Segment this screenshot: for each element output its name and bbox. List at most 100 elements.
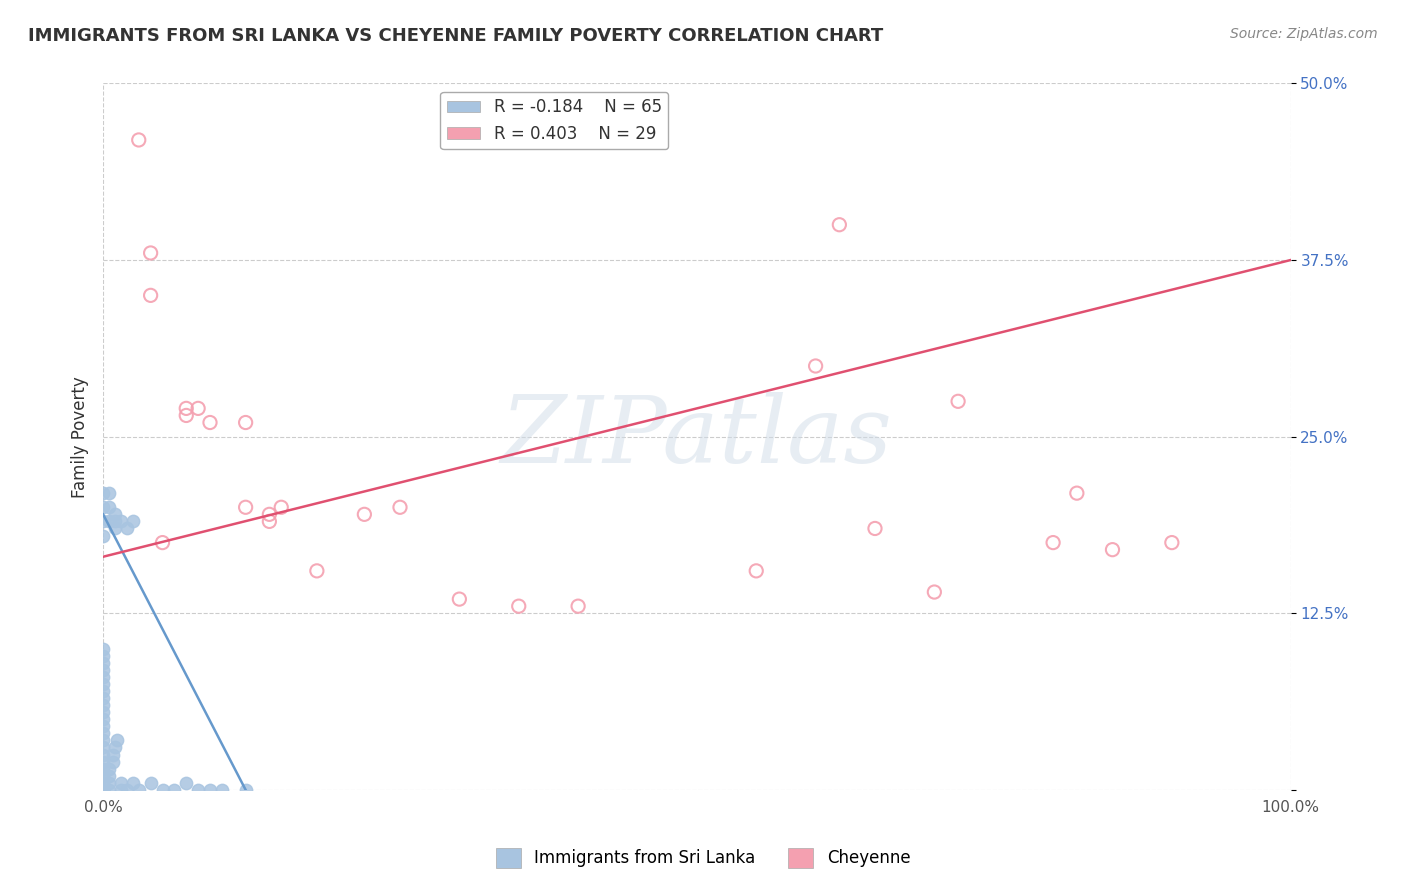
Point [128,782,150,797]
Point [305,564,328,578]
Point [91,782,114,797]
Point [924,585,946,599]
Point [110,776,132,790]
Point [121,776,143,790]
Point [211,782,233,797]
Point [187,782,209,797]
Point [105,733,128,747]
Point [174,401,197,416]
Point [91,782,114,797]
Point [110,515,132,529]
Point [198,782,221,797]
Point [745,564,768,578]
Point [163,782,186,797]
Point [91,677,114,691]
Point [98,776,121,790]
Text: ZIPatlas: ZIPatlas [501,392,893,482]
Point [91,712,114,726]
Point [804,359,827,373]
Point [139,246,162,260]
Legend: R = -0.184    N = 65, R = 0.403    N = 29: R = -0.184 N = 65, R = 0.403 N = 29 [440,92,668,150]
Point [91,726,114,740]
Point [91,500,114,515]
Legend: Immigrants from Sri Lanka, Cheyenne: Immigrants from Sri Lanka, Cheyenne [489,841,917,875]
Point [128,133,150,147]
Point [98,762,121,776]
Point [235,500,257,515]
Point [91,705,114,719]
Point [946,394,969,409]
Point [152,782,174,797]
Point [91,782,114,797]
Point [91,782,114,797]
Point [91,719,114,733]
Point [115,521,138,535]
Point [91,656,114,670]
Point [101,747,124,762]
Point [91,528,114,542]
Point [1066,486,1088,500]
Point [121,515,143,529]
Point [235,782,257,797]
Point [91,684,114,698]
Point [198,416,221,430]
Point [863,521,886,535]
Point [91,698,114,712]
Point [187,401,209,416]
Point [828,218,851,232]
Point [139,776,162,790]
Point [174,776,197,790]
Point [388,500,411,515]
Text: IMMIGRANTS FROM SRI LANKA VS CHEYENNE FAMILY POVERTY CORRELATION CHART: IMMIGRANTS FROM SRI LANKA VS CHEYENNE FA… [28,27,883,45]
Point [152,535,174,549]
Point [353,508,375,522]
Point [91,641,114,656]
Point [91,486,114,500]
Point [91,515,114,529]
Point [1101,542,1123,557]
Point [91,782,114,797]
Point [259,515,281,529]
Point [91,740,114,755]
Point [270,500,292,515]
Point [104,508,127,522]
Point [1042,535,1064,549]
Point [101,755,124,769]
Point [104,521,127,535]
Point [91,782,114,797]
Point [98,515,121,529]
Point [91,755,114,769]
Point [259,508,281,522]
Point [91,782,114,797]
Text: Source: ZipAtlas.com: Source: ZipAtlas.com [1230,27,1378,41]
Point [91,782,114,797]
Point [115,782,138,797]
Point [91,747,114,762]
Point [98,769,121,783]
Point [110,782,132,797]
Point [449,592,471,607]
Point [91,670,114,684]
Point [235,416,257,430]
Point [139,288,162,302]
Point [98,782,121,797]
Point [1160,535,1182,549]
Point [567,599,589,614]
Point [91,663,114,677]
Point [98,500,121,515]
Point [91,762,114,776]
Y-axis label: Family Poverty: Family Poverty [72,376,89,498]
Point [91,769,114,783]
Point [91,648,114,663]
Point [91,776,114,790]
Point [91,782,114,797]
Point [104,515,127,529]
Point [174,409,197,423]
Point [104,740,127,755]
Point [91,691,114,706]
Point [91,733,114,747]
Point [91,782,114,797]
Point [91,782,114,797]
Point [508,599,530,614]
Point [98,486,121,500]
